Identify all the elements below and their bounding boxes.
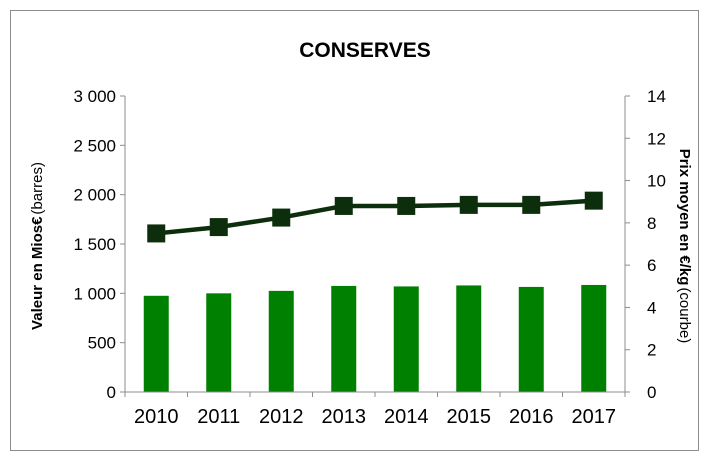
x-tick-label: 2016 bbox=[509, 406, 554, 428]
left-tick-label: 1 500 bbox=[73, 235, 116, 254]
price-point-2013 bbox=[334, 196, 353, 215]
right-tick-label: 8 bbox=[647, 214, 656, 233]
price-point-2010 bbox=[147, 224, 166, 243]
right-tick-label: 12 bbox=[647, 129, 666, 148]
x-tick-label: 2014 bbox=[384, 406, 429, 428]
price-line bbox=[156, 198, 594, 236]
left-tick-label: 3 000 bbox=[73, 87, 116, 106]
bar-2013 bbox=[331, 285, 357, 392]
bar-2016 bbox=[518, 286, 544, 392]
right-tick-label: 0 bbox=[647, 383, 656, 402]
right-axis-label: Prix moyen en €/kg(courbe) bbox=[676, 149, 693, 344]
right-tick-label: 6 bbox=[647, 256, 656, 275]
x-tick-label: 2010 bbox=[134, 406, 179, 428]
price-point-2016 bbox=[522, 195, 541, 214]
right-tick-label: 10 bbox=[647, 172, 666, 191]
x-tick-label: 2017 bbox=[572, 406, 617, 428]
bar-2017 bbox=[581, 284, 607, 392]
left-tick-label: 1 000 bbox=[73, 284, 116, 303]
bar-2011 bbox=[206, 293, 232, 392]
x-tick-label: 2011 bbox=[197, 406, 240, 428]
bar-2012 bbox=[268, 290, 294, 392]
x-tick-label: 2015 bbox=[447, 406, 492, 428]
bar-2015 bbox=[456, 285, 482, 392]
price-point-2011 bbox=[209, 218, 228, 237]
left-axis-label: Valeur en Mios€(barres) bbox=[29, 162, 46, 330]
right-tick-label: 14 bbox=[647, 87, 666, 106]
left-tick-label: 500 bbox=[88, 334, 116, 353]
price-point-2014 bbox=[397, 196, 416, 215]
right-axis-label-normal: (courbe) bbox=[676, 287, 693, 343]
price-point-2017 bbox=[584, 191, 603, 210]
bar-2010 bbox=[143, 295, 169, 392]
left-axis-label-bold: Valeur en Mios€ bbox=[29, 216, 46, 330]
right-axis-label-bold: Prix moyen en €/kg bbox=[676, 149, 693, 286]
plot-area: 0 500 1 000 1 500 2 000 2 500 3 000 0 2 4 6 8 10 12 14… bbox=[73, 87, 665, 428]
left-tick-label: 0 bbox=[107, 383, 116, 402]
chart-title: CONSERVES bbox=[299, 39, 431, 62]
bar-2014 bbox=[393, 286, 419, 392]
price-point-2012 bbox=[272, 208, 291, 227]
left-axis-label-normal: (barres) bbox=[29, 162, 46, 215]
x-tick-label: 2012 bbox=[259, 406, 304, 428]
price-point-2015 bbox=[459, 195, 478, 214]
right-tick-label: 4 bbox=[647, 298, 656, 317]
right-tick-label: 2 bbox=[647, 341, 656, 360]
x-tick-label: 2013 bbox=[322, 406, 367, 428]
left-tick-label: 2 500 bbox=[73, 136, 116, 155]
left-tick-label: 2 000 bbox=[73, 186, 116, 205]
